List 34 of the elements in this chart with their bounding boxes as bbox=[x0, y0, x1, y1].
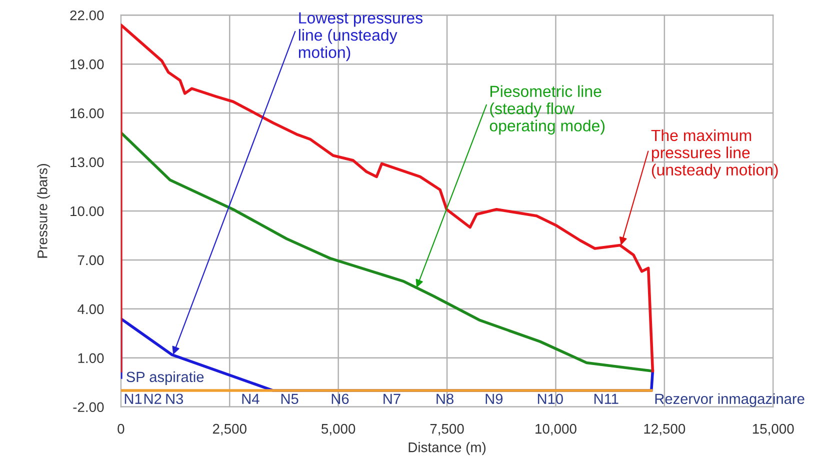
annotation: Lowest pressures line (unsteady motion) bbox=[298, 12, 422, 62]
annotation: N4 bbox=[242, 394, 260, 404]
annotation: N1 bbox=[124, 394, 142, 404]
x-axis-title: Distance (m) bbox=[408, 442, 486, 455]
annotation: N2 bbox=[144, 394, 162, 404]
y-tick-label: 4.00 bbox=[78, 304, 104, 314]
x-tick-label: 15,000 bbox=[752, 424, 794, 436]
x-tick-label: 10,000 bbox=[536, 424, 576, 436]
y-tick-label: -2.00 bbox=[73, 402, 104, 412]
annotation: The maximum pressures line (unsteady motion) bbox=[651, 129, 778, 179]
annotation: N11 bbox=[594, 394, 618, 404]
x-tick-label: 2,500 bbox=[212, 424, 246, 436]
annotation: N7 bbox=[384, 394, 400, 404]
x-tick-label: 7,500 bbox=[430, 424, 464, 436]
y-tick-label: 13.00 bbox=[70, 157, 104, 168]
y-tick-label: 22.00 bbox=[70, 10, 104, 20]
annotation: N6 bbox=[332, 394, 349, 404]
y-tick-label: 7.00 bbox=[78, 255, 104, 266]
annotation: Piesometric line (steady flow operating mode) bbox=[490, 85, 605, 135]
x-tick-label: 12,500 bbox=[644, 424, 686, 436]
annotation: N5 bbox=[281, 394, 298, 404]
annotation: N3 bbox=[166, 394, 184, 404]
annotation: N10 bbox=[538, 394, 563, 404]
y-tick-label: 1.00 bbox=[78, 353, 104, 364]
x-tick-label: 5,000 bbox=[322, 424, 356, 436]
y-tick-label: 10.00 bbox=[70, 206, 104, 216]
y-tick-label: 16.00 bbox=[70, 108, 104, 118]
x-tick-label: 0 bbox=[118, 424, 124, 434]
annotation: N9 bbox=[486, 394, 503, 404]
annotation: SP aspiratie bbox=[126, 371, 204, 385]
annotation: N8 bbox=[436, 394, 454, 404]
annotation: Rezervor inmagazinare bbox=[655, 393, 804, 407]
y-axis-title: Pressure (bars) bbox=[37, 164, 50, 258]
y-tick-label: 19.00 bbox=[70, 59, 104, 70]
